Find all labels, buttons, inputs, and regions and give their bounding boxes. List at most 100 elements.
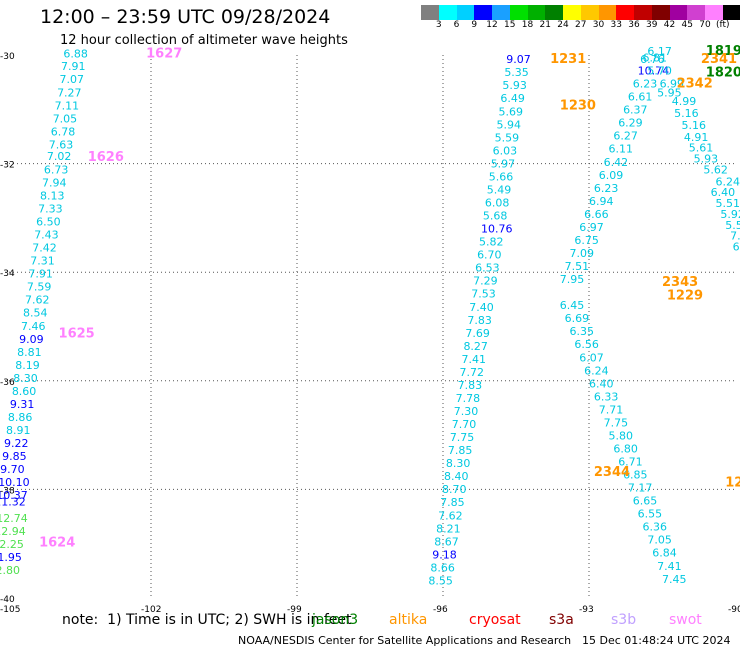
satellite-swot: swot [669,612,702,628]
swh-value-label: 5.68 [483,210,508,223]
swh-value-label: 5.69 [498,105,522,118]
legend-swatch [456,5,475,20]
x-tick-label: -93 [579,605,594,615]
swh-value-label: 8.21 [436,522,461,535]
swh-value-label: 10.76 [481,223,512,236]
legend-swatch [687,5,705,20]
swh-value-label: 6.65 [633,495,658,508]
swh-value-label: 7. [730,230,740,243]
swh-value-label: 6.66 [584,208,609,221]
pass-time-label: 1230 [560,98,596,113]
pass-time-label: 1626 [88,150,124,165]
satellite-cryosat: cryosat [469,612,521,628]
y-tick-label: -40 [0,595,15,605]
swh-value-label: 8.70 [442,483,467,496]
swh-value-label: 5.61 [689,142,714,155]
y-tick-label: -30 [0,52,15,62]
swh-value-label: 7.71 [599,403,624,416]
swh-value-label: 7.83 [458,379,483,392]
legend-swatch [545,5,563,20]
swh-value-label: 5.16 [674,107,699,120]
legend-label: 18 [521,20,534,30]
swh-value-label: 6.70 [477,249,502,262]
legend-label: 24 [557,20,569,30]
swh-value-label: 7.95 [560,273,585,286]
swh-value-label: 6.23 [633,78,658,91]
swh-value-label: 8.30 [446,457,471,470]
swh-value-label: 5.93 [694,153,719,166]
legend-swatch [616,5,634,20]
swh-value-label: 7.17 [628,482,653,495]
swh-value-label: 7.27 [57,86,82,99]
legend-label: (ft) [715,20,730,30]
swh-value-label: 6.80 [613,442,638,455]
swh-value-label: 8.55 [428,574,453,587]
legend-label: 39 [646,20,658,30]
swh-value-label: 7.72 [460,366,485,379]
satellite-s3b: s3b [611,612,637,628]
swh-value-label: 6.94 [589,195,614,208]
x-tick-label: -102 [141,605,161,615]
swh-value-label: 7.91 [61,60,86,73]
swh-value-label: 5.51 [716,197,740,210]
swh-value-label: 7.75 [604,416,629,429]
legend-swatch [438,5,457,20]
swh-value-label: 10.10 [0,476,30,489]
legend-label: 30 [592,20,605,30]
generated-timestamp: 15 Dec 01:48:24 UTC 2024 [582,634,731,647]
swh-value-label: 7.69 [465,327,490,340]
swh-value-label: 7.62 [438,509,463,522]
pass-time-label: 2343 [662,275,698,290]
swh-value-label: 8.54 [23,307,48,320]
swh-value-label: 7.40 [469,301,494,314]
swh-value-label: 5.5 [725,219,740,232]
color-legend-labels: 3 6 9 12 15 18 21 24 27 30 33 36 39 42 45 70 (ft) [421,20,740,34]
swh-value-label: 6.03 [493,144,518,157]
swh-value-label: 6.23 [594,182,619,195]
y-tick-label: -32 [0,161,15,171]
swh-value-label: 7.75 [450,431,475,444]
swh-value-label: 6.75 [574,234,599,247]
y-tick-label: -36 [0,378,15,388]
pass-time-label: 2344 [594,465,630,480]
legend-swatch [492,5,510,20]
swh-value-label: 6.33 [594,390,619,403]
pass-time-label: 1228 [725,476,740,491]
swh-value-label: 12.80 [0,564,20,577]
legend-swatch [634,5,652,20]
swh-value-label: 7.43 [34,229,59,242]
swh-value-label: 5.62 [703,163,728,176]
swh-value-label: 7.41 [461,353,486,366]
legend-swatch [563,5,581,20]
swh-value-label: 6.73 [44,163,69,176]
swh-value-label: 7.62 [25,294,49,307]
swh-value-label: 7.05 [53,112,77,125]
legend-swatch [509,5,528,20]
swh-value-label: 8.66 [430,561,455,574]
swh-value-label: 9.09 [19,333,44,346]
swh-value-label: 9.22 [4,437,29,450]
swh-value-label: 11.32 [0,496,26,509]
swh-value-label: 8.60 [12,385,36,398]
footnote: note: 1) Time is in UTC; 2) SWH is in fe… [62,612,352,628]
swh-value-label: 7.45 [662,573,687,586]
swh-value-label: 7.85 [448,444,473,457]
swh-value-label: 9.70 [0,463,25,476]
swh-value-label: 6.17 [647,45,672,58]
legend-swatch [651,5,670,20]
swh-value-label: 6.27 [613,130,638,143]
legend-label: 12 [486,20,498,30]
swh-value-label: 5.59 [495,131,520,144]
swh-value-label: 11.95 [0,551,22,564]
swh-value-label: 8.19 [15,359,40,372]
legend-swatch [474,5,492,20]
legend-swatch [421,5,439,20]
swh-value-label: 7.78 [456,392,481,405]
swh-value-label: 7.05 [647,534,672,547]
legend-swatch [598,5,617,20]
swh-value-label: 6.81 [643,52,668,65]
swh-value-label: 6.56 [574,338,599,351]
satellite-s3a: s3a [549,612,574,628]
swh-value-label: 6.07 [579,351,604,364]
swh-value-label: 10.74 [638,65,670,78]
